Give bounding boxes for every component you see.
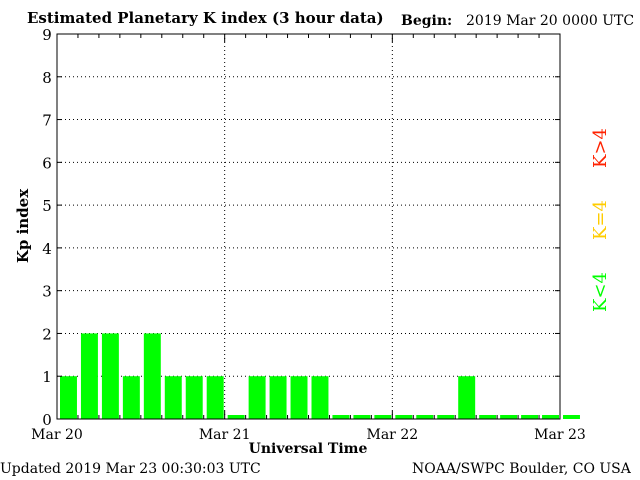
- begin-label: Begin:: [401, 13, 453, 29]
- y-tick-label: 4: [42, 240, 52, 258]
- y-tick-label: 5: [42, 197, 52, 215]
- x-tick-label: Mar 22: [367, 427, 419, 443]
- kp-bar: [311, 376, 329, 419]
- kp-bar: [101, 333, 119, 419]
- x-axis-label: Universal Time: [249, 441, 368, 457]
- y-tick-label: 7: [42, 112, 52, 130]
- y-tick-label: 0: [42, 411, 52, 429]
- kp-bar: [395, 415, 413, 419]
- kp-bar: [521, 415, 539, 419]
- kp-bar: [164, 376, 182, 419]
- chart-title: Estimated Planetary K index (3 hour data…: [27, 9, 384, 27]
- kp-bar: [563, 415, 580, 419]
- credit-text: NOAA/SWPC Boulder, CO USA: [412, 461, 631, 477]
- kp-bar: [80, 333, 98, 419]
- kp-bar: [437, 415, 455, 419]
- begin-value: 2019 Mar 20 0000 UTC: [466, 13, 635, 29]
- legend-k-equals-4: K=4: [590, 200, 611, 240]
- kp-bar: [416, 415, 434, 419]
- kp-bar: [185, 376, 203, 419]
- kp-bar: [248, 376, 266, 419]
- legend-k-above-4: K>4: [590, 128, 611, 168]
- x-tick-label: Mar 21: [199, 427, 251, 443]
- kp-bar: [60, 376, 77, 419]
- x-tick-label: Mar 20: [31, 427, 83, 443]
- kp-bar: [269, 376, 287, 419]
- kp-bar: [500, 415, 518, 419]
- kp-bar: [479, 415, 497, 419]
- y-tick-label: 8: [42, 69, 52, 87]
- kp-bar: [122, 376, 140, 419]
- x-tick-label: Mar 23: [534, 427, 586, 443]
- y-tick-label: 1: [42, 368, 52, 386]
- kp-bar: [227, 415, 245, 419]
- kp-bar: [290, 376, 308, 419]
- y-tick-label: 2: [42, 325, 52, 343]
- y-tick-label: 9: [42, 26, 52, 44]
- kp-bar: [143, 333, 161, 419]
- y-tick-label: 3: [42, 283, 52, 301]
- plot-frame: [56, 33, 561, 420]
- kp-bar: [458, 376, 476, 419]
- kp-bar: [542, 415, 559, 419]
- updated-timestamp: Updated 2019 Mar 23 00:30:03 UTC: [0, 461, 261, 477]
- kp-bar: [374, 415, 392, 419]
- legend-k-below-4: K<4: [590, 272, 611, 312]
- kp-bar: [332, 415, 350, 419]
- kp-bar: [353, 415, 371, 419]
- y-axis-label: Kp index: [14, 188, 32, 263]
- kp-bar: [206, 376, 224, 419]
- y-tick-label: 6: [42, 154, 52, 172]
